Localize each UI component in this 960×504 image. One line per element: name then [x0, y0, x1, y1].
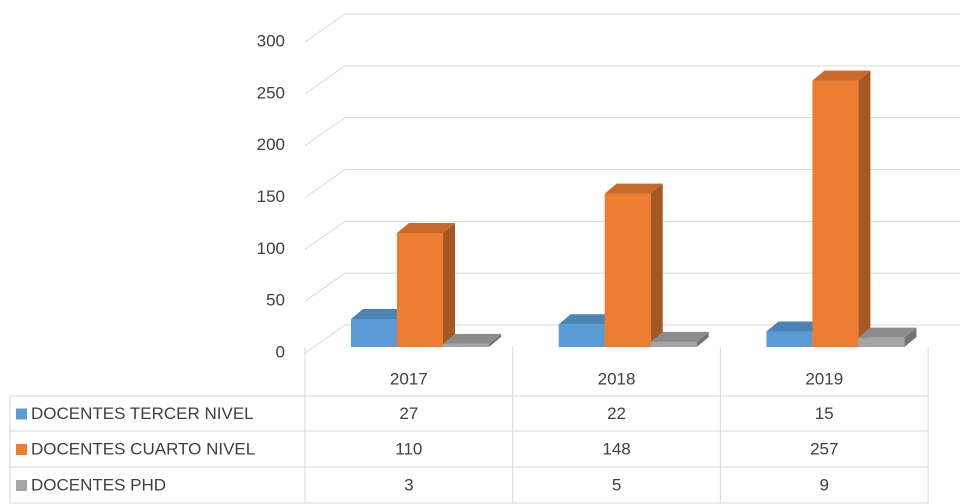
bar [858, 327, 917, 347]
y-tick-label: 150 [257, 187, 285, 206]
grid-line [304, 13, 960, 43]
bar-front [766, 331, 813, 347]
legend-label: DOCENTES CUARTO NIVEL [31, 439, 255, 458]
grid-line [304, 65, 960, 95]
x-tick-label: 2019 [805, 369, 843, 388]
x-tick-label: 2018 [598, 369, 636, 388]
bar-top [650, 331, 709, 342]
bar-front [443, 343, 489, 347]
bar-top [397, 222, 455, 233]
y-tick-label: 200 [257, 135, 285, 154]
bar-top [558, 314, 617, 325]
bar-front [351, 319, 397, 347]
bar-side [858, 70, 871, 348]
grid-line [304, 324, 960, 354]
legend-key [16, 444, 27, 455]
bar-front [604, 193, 651, 347]
y-tick-label: 100 [257, 239, 285, 258]
bar [812, 70, 871, 348]
bar-front [858, 337, 905, 347]
bar-top [604, 183, 663, 194]
y-tick-label: 250 [257, 83, 285, 102]
y-tick-label: 300 [257, 31, 285, 50]
bar-side [443, 222, 455, 347]
y-tick-label: 50 [266, 291, 285, 310]
grid-line [304, 220, 960, 250]
bar-top [443, 333, 501, 344]
table-value: 110 [395, 439, 422, 458]
bar-side [904, 327, 917, 347]
legend-key [16, 480, 27, 491]
grid-line [304, 117, 960, 147]
bar-front [650, 341, 697, 347]
x-tick-label: 2017 [390, 369, 428, 388]
bar-side [489, 333, 501, 347]
bar-top [812, 70, 871, 81]
legend-label: DOCENTES TERCER NIVEL [31, 404, 254, 423]
grid-line [304, 272, 960, 302]
bar-front [812, 80, 859, 348]
bar-top [766, 321, 825, 332]
table-value: 9 [820, 475, 829, 494]
bar-side [650, 183, 663, 347]
table-value: 15 [815, 404, 834, 423]
table-value: 27 [399, 404, 418, 423]
bar-front [397, 232, 443, 347]
table-value: 22 [607, 404, 626, 423]
table-value: 5 [612, 475, 621, 494]
bar-front [558, 324, 605, 347]
table-value: 257 [810, 439, 838, 458]
bar [650, 331, 709, 347]
legend-key [16, 408, 27, 420]
grid-line [304, 169, 960, 198]
y-tick-label: 0 [276, 342, 285, 361]
legend-label: DOCENTES PHD [31, 475, 166, 494]
bar-top [858, 327, 917, 338]
bar [443, 333, 501, 347]
table-value: 148 [602, 439, 630, 458]
bar [604, 183, 663, 347]
bar [397, 222, 455, 347]
bar-side [696, 331, 709, 347]
table-value: 3 [404, 475, 413, 494]
bar-top [351, 309, 409, 320]
